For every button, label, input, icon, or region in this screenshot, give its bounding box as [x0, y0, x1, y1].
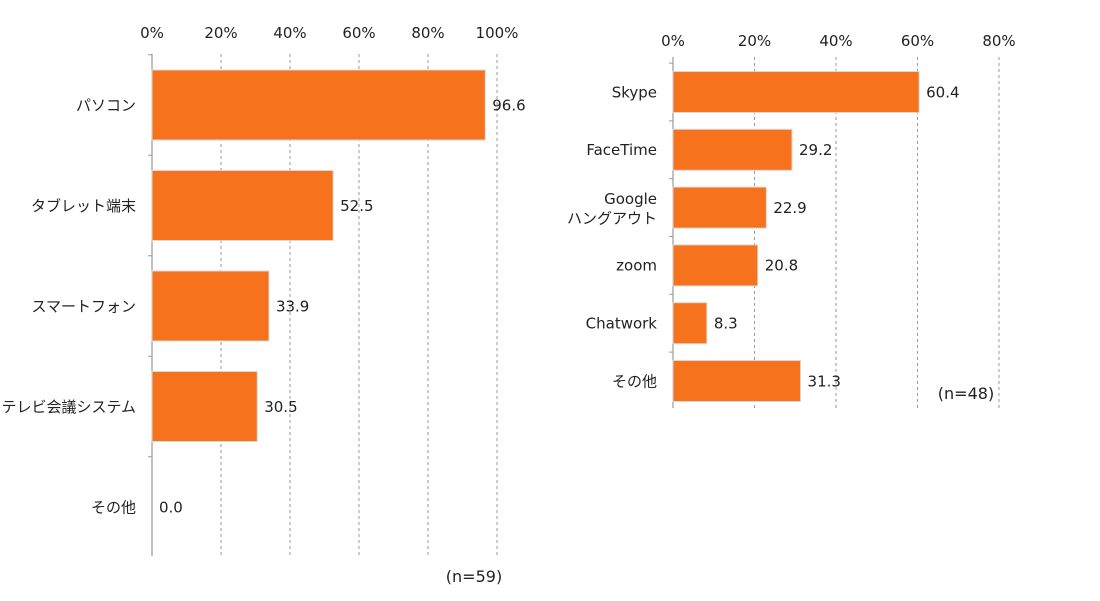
bar [151, 170, 334, 241]
category-label: スマートフォン [31, 297, 136, 315]
bar [672, 128, 793, 171]
data-label: 30.5 [264, 398, 297, 416]
bar [672, 244, 759, 287]
category-label: Google ハングアウト [567, 190, 657, 228]
bar [672, 186, 767, 229]
bar [151, 270, 270, 342]
x-tick-label: 80% [982, 32, 1015, 50]
x-tick-label: 40% [273, 24, 306, 42]
data-label: 20.8 [765, 257, 798, 275]
x-tick-label: 100% [476, 24, 519, 42]
x-tick-label: 60% [342, 24, 375, 42]
x-tick-label: 40% [819, 32, 852, 50]
data-label: 60.4 [926, 83, 959, 101]
x-tick-label: 20% [204, 24, 237, 42]
chart-services: 0% 20% 40% 60% 80% Skype 60.4 FaceTime 29.2 Googl… [567, 32, 1016, 408]
x-tick-label: 60% [901, 32, 934, 50]
chart-devices: 0% 20% 40% 60% 80% 100% パソコン 96.6 タブレット端末 52.5 スマー… [1, 24, 525, 586]
data-label: 33.9 [276, 297, 309, 315]
bar [672, 71, 920, 113]
category-label: Chatwork [586, 314, 658, 332]
category-label: その他 [612, 372, 657, 390]
bar [672, 360, 802, 402]
data-label: 8.3 [714, 314, 738, 332]
data-label: 22.9 [773, 199, 806, 217]
bar [151, 371, 258, 442]
category-label: テレビ会議システム [1, 398, 136, 416]
data-label: 0.0 [159, 498, 183, 516]
bar [151, 69, 486, 141]
category-label: zoom [616, 257, 657, 275]
data-label: 31.3 [808, 372, 841, 390]
data-label: 96.6 [492, 96, 525, 114]
category-label: タブレット端末 [31, 197, 136, 215]
x-tick-label: 0% [140, 24, 164, 42]
data-label: 29.2 [799, 141, 832, 159]
category-label: Skype [612, 83, 657, 101]
category-label: その他 [91, 498, 136, 516]
bar [672, 302, 708, 345]
category-label: パソコン [76, 96, 136, 114]
x-tick-label: 20% [738, 32, 771, 50]
x-tick-label: 0% [661, 32, 685, 50]
category-label: FaceTime [586, 141, 657, 159]
x-tick-label: 80% [411, 24, 444, 42]
sample-size-note: (n=48) [938, 384, 994, 403]
data-label: 52.5 [340, 197, 373, 215]
sample-size-note: (n=59) [446, 567, 502, 586]
